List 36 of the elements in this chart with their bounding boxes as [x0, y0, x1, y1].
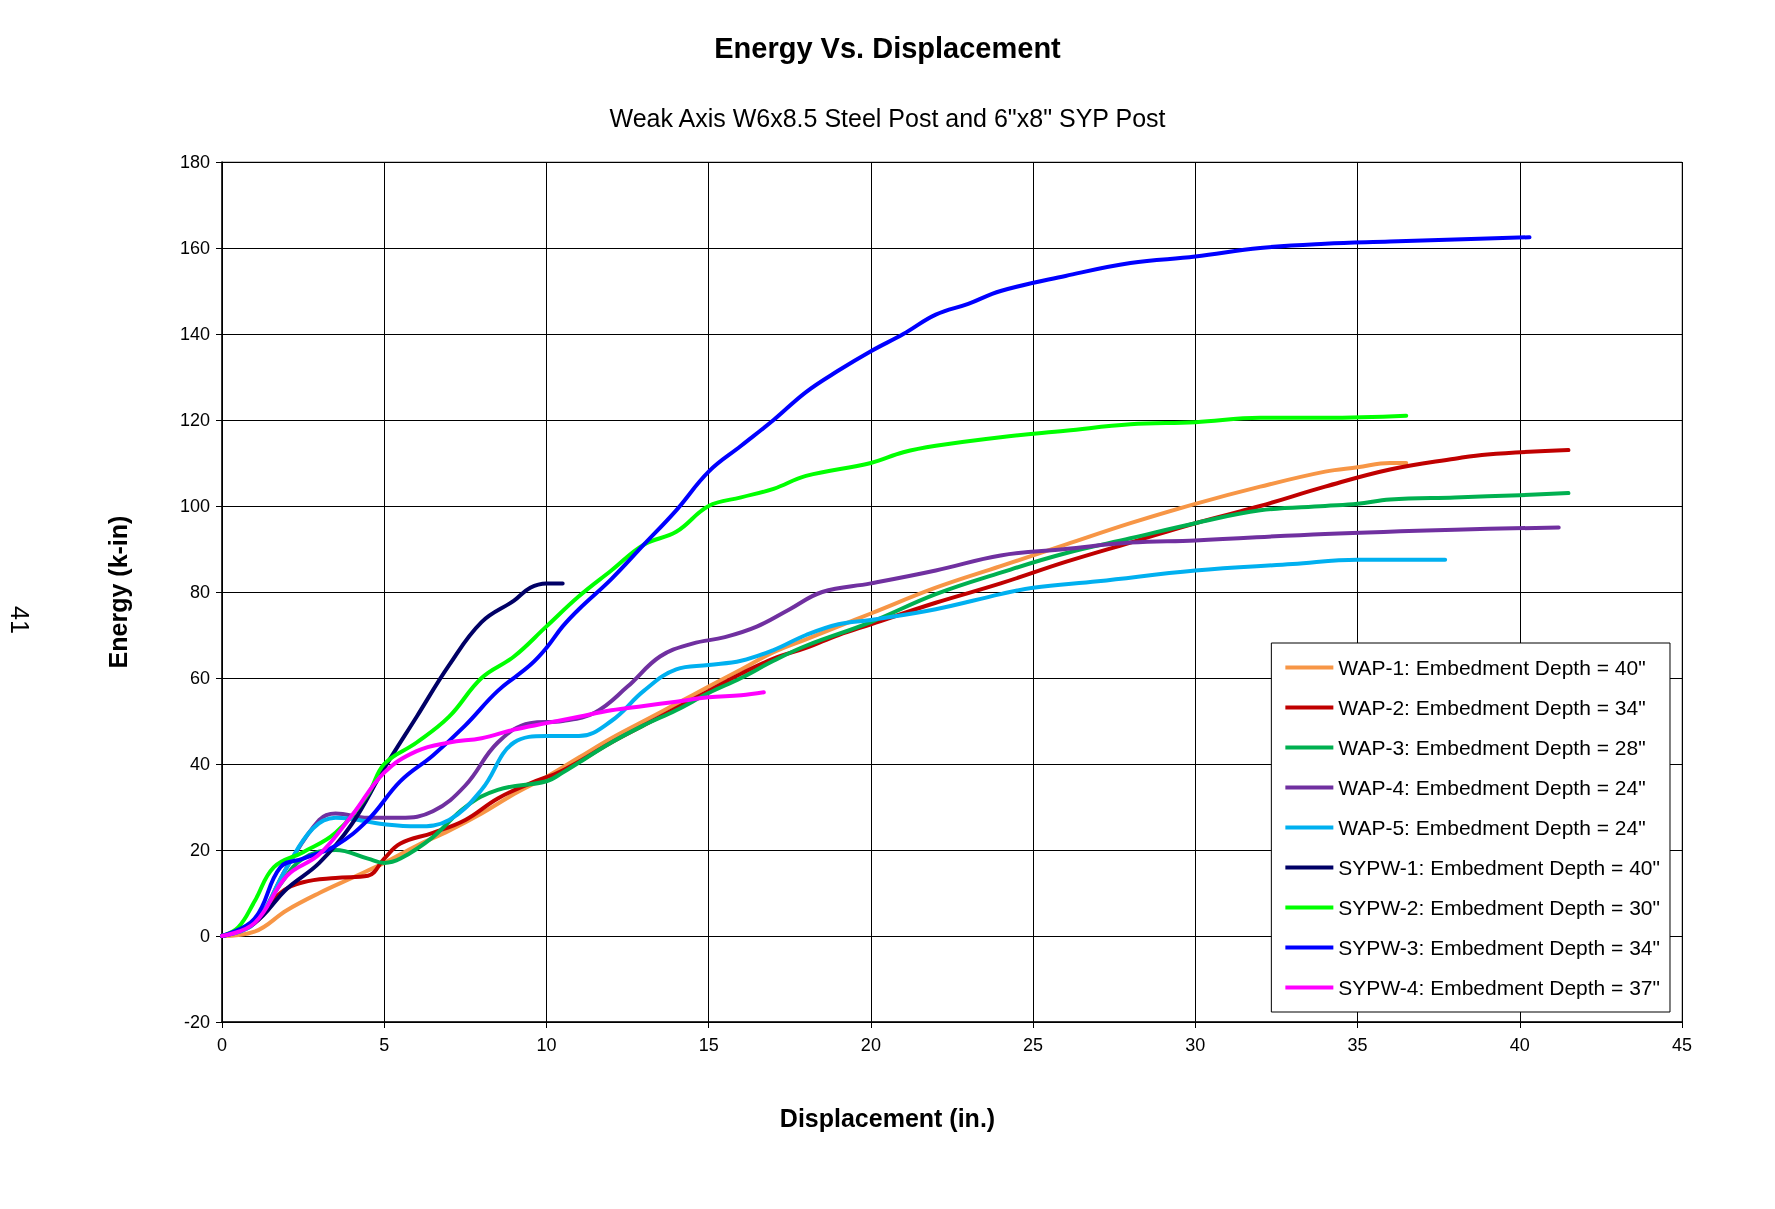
y-tick-label: 120 — [179, 410, 210, 430]
legend-label: SYPW-4: Embedment Depth = 37" — [1338, 976, 1661, 999]
x-axis-title: Displacement (in.) — [779, 1103, 996, 1132]
legend-label: SYPW-1: Embedment Depth = 40" — [1338, 856, 1661, 879]
x-tick-label: 40 — [1509, 1035, 1530, 1055]
y-axis-title: Energy (k-in) — [104, 515, 132, 669]
chart-title: Energy Vs. Displacement — [714, 31, 1062, 64]
y-tick-label: 80 — [189, 582, 210, 602]
legend-label: WAP-5: Embedment Depth = 24" — [1338, 816, 1646, 839]
y-tick-label: 100 — [179, 496, 210, 516]
x-tick-label: 5 — [379, 1035, 390, 1055]
x-tick-label: 15 — [698, 1035, 719, 1055]
y-tick-label: -20 — [183, 1012, 210, 1032]
legend-label: SYPW-3: Embedment Depth = 34" — [1338, 936, 1661, 959]
legend-label: WAP-3: Embedment Depth = 28" — [1338, 736, 1646, 759]
y-tick-label: 60 — [189, 668, 210, 688]
y-tick-label: 20 — [189, 840, 210, 860]
line-series — [220, 690, 766, 938]
x-tick-label: 0 — [216, 1035, 228, 1055]
x-tick-label: 45 — [1671, 1035, 1693, 1055]
x-tick-label: 20 — [860, 1035, 881, 1055]
x-tick-label: 25 — [1023, 1035, 1044, 1055]
y-tick-label: 160 — [179, 238, 210, 258]
x-tick-label: 30 — [1185, 1035, 1206, 1055]
legend-label: SYPW-2: Embedment Depth = 30" — [1338, 896, 1661, 919]
y-tick-label: 0 — [199, 926, 210, 946]
y-tick-label: 180 — [179, 152, 210, 172]
x-tick-label: 10 — [536, 1035, 557, 1055]
legend-label: WAP-2: Embedment Depth = 34" — [1338, 696, 1646, 719]
y-tick-label: 40 — [189, 754, 210, 774]
y-tick-label: 140 — [179, 324, 210, 344]
legend-label: WAP-1: Embedment Depth = 40" — [1338, 656, 1646, 679]
chart-subtitle: Weak Axis W6x8.5 Steel Post and 6"x8" SYP Post — [609, 103, 1166, 132]
text: 41 — [6, 606, 34, 634]
x-tick-label: 35 — [1347, 1035, 1368, 1055]
legend-label: WAP-4: Embedment Depth = 24" — [1338, 776, 1646, 799]
